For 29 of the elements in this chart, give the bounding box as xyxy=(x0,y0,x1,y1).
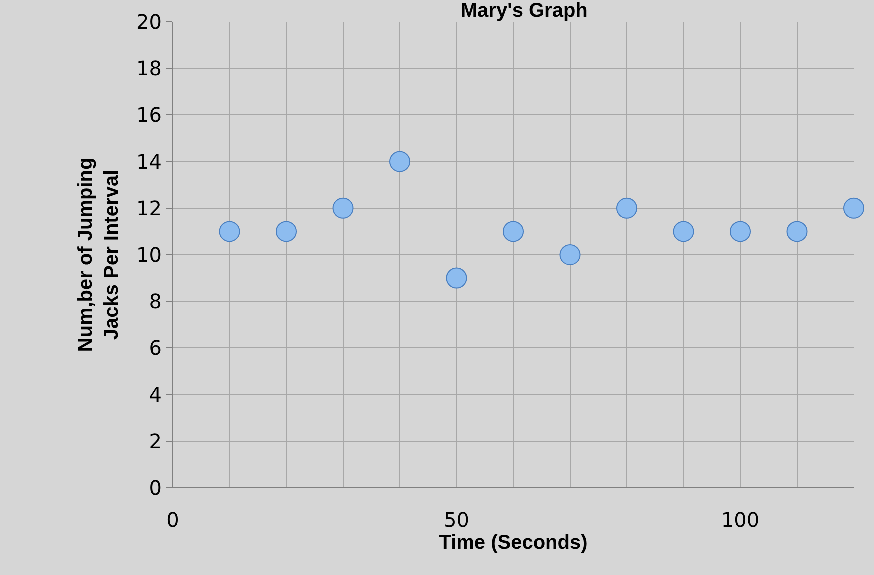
y-tick-label: 10 xyxy=(136,243,162,267)
y-tick-label: 14 xyxy=(136,150,162,174)
x-tick-label: 0 xyxy=(166,508,180,532)
point xyxy=(276,221,297,242)
y-tick-label: 8 xyxy=(149,290,162,314)
point xyxy=(560,244,581,266)
y-tick-label: 18 xyxy=(136,56,162,81)
point xyxy=(616,198,638,219)
y-tick-label: 16 xyxy=(136,103,162,128)
y-tick-label: 20 xyxy=(136,10,162,34)
x-tick-label: 100 xyxy=(721,508,760,532)
chart-title: Mary's Graph xyxy=(460,0,588,22)
x-axis-title: Time (Seconds) xyxy=(439,532,588,554)
y-tick-label: 4 xyxy=(149,382,162,407)
point xyxy=(503,221,524,242)
point xyxy=(786,221,808,242)
point xyxy=(219,221,240,242)
point xyxy=(844,198,864,219)
y-tick-label: 2 xyxy=(149,429,162,454)
point xyxy=(730,221,751,242)
point xyxy=(332,198,354,219)
y-tick-label: 6 xyxy=(149,336,162,360)
x-tick-label: 50 xyxy=(444,508,470,532)
point xyxy=(446,268,468,289)
y-tick-label: 12 xyxy=(136,196,162,220)
point xyxy=(390,151,410,172)
y-axis-title: Num,ber of Jumping Jacks Per Interval xyxy=(75,158,124,352)
point xyxy=(673,221,694,242)
y-tick-label: 0 xyxy=(149,476,162,500)
